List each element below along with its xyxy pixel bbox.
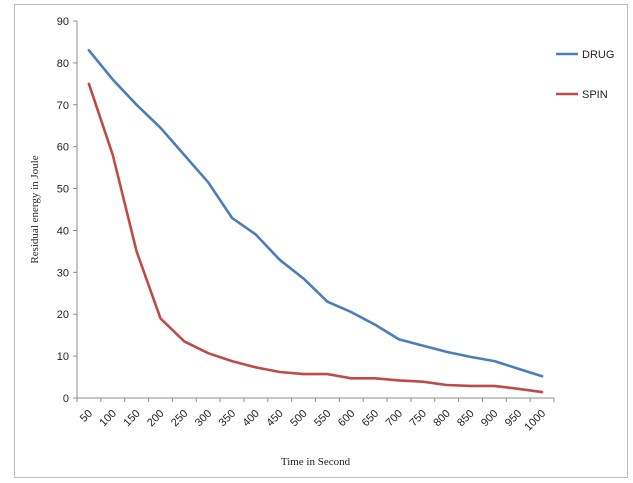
x-tick-label: 800 <box>431 408 452 429</box>
x-tick-label: 150 <box>121 408 142 429</box>
x-tick-label: 400 <box>241 408 262 429</box>
x-axis-title: Time in Second <box>281 456 351 468</box>
x-tick-label: 100 <box>97 408 118 429</box>
y-tick-label: 30 <box>57 267 69 279</box>
x-tick-label: 950 <box>503 408 524 429</box>
y-tick-label: 0 <box>63 393 69 405</box>
series-line-spin <box>87 82 544 394</box>
axes <box>73 20 555 402</box>
legend-label-drug: DRUG <box>582 49 614 61</box>
legend: DRUG SPIN <box>556 49 614 101</box>
y-tick-label: 20 <box>57 309 69 321</box>
x-tick-label: 600 <box>336 408 357 429</box>
x-tick-label: 200 <box>145 408 166 429</box>
x-tick-label: 450 <box>264 408 285 429</box>
x-tick-label: 50 <box>78 408 95 425</box>
x-tick-label: 650 <box>360 408 381 429</box>
legend-label-spin: SPIN <box>582 89 608 101</box>
x-tick-label: 900 <box>479 408 500 429</box>
y-tick-label: 50 <box>57 184 69 196</box>
x-tick-label: 1000 <box>522 408 548 434</box>
y-tick-label: 60 <box>57 142 69 154</box>
x-tick-label: 750 <box>407 408 428 429</box>
y-axis-title: Residual energy in Joule <box>29 155 41 263</box>
x-tick-label: 550 <box>312 408 333 429</box>
x-tick-label: 300 <box>193 408 214 429</box>
y-tick-label: 90 <box>57 16 69 28</box>
y-tick-label: 10 <box>57 351 69 363</box>
x-tick-label: 350 <box>217 408 238 429</box>
x-tick-label: 850 <box>455 408 476 429</box>
y-tick-labels: 0 10 20 30 40 50 60 70 80 90 <box>57 16 69 405</box>
x-tick-label: 700 <box>384 408 405 429</box>
y-tick-label: 40 <box>57 225 69 237</box>
x-tick-label: 250 <box>169 408 190 429</box>
x-tick-label: 500 <box>288 408 309 429</box>
y-tick-label: 70 <box>57 100 69 112</box>
series-line-drug <box>87 48 544 378</box>
y-tick-label: 80 <box>57 58 69 70</box>
x-tick-labels: 50 100 150 200 250 300 350 400 450 500 550 600 650 70… <box>78 408 548 434</box>
series-lines <box>87 48 544 394</box>
